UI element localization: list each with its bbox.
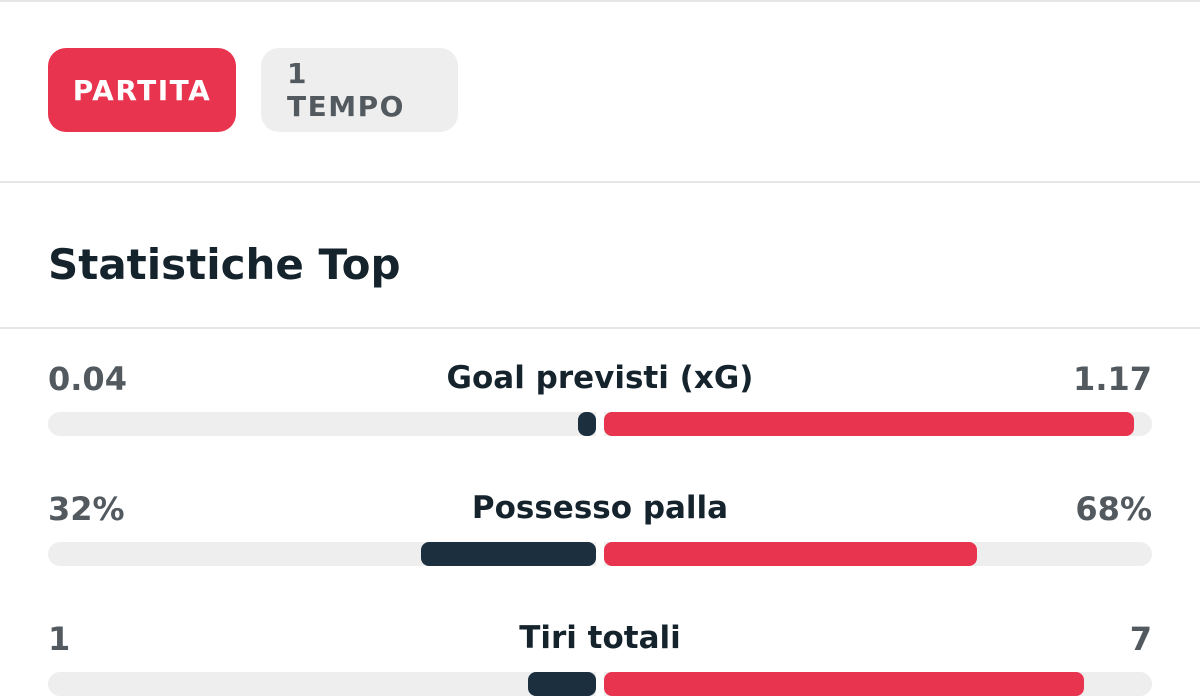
away-value: 1.17 xyxy=(1073,360,1152,398)
stat-label: Tiri totali xyxy=(519,620,681,656)
home-bar-track xyxy=(48,412,596,436)
away-bar-fill xyxy=(604,542,977,566)
home-bar-fill xyxy=(527,672,596,696)
home-bar-fill xyxy=(420,542,596,566)
away-bar-track xyxy=(604,672,1152,696)
period-tabs: PARTITA 1 TEMPO xyxy=(48,48,458,132)
home-bar-track xyxy=(48,672,596,696)
tab-partita[interactable]: PARTITA xyxy=(48,48,236,132)
divider xyxy=(0,327,1200,329)
away-value: 68% xyxy=(1075,490,1152,528)
section-title: Statistiche Top xyxy=(48,240,401,289)
home-value: 1 xyxy=(48,620,71,658)
away-bar-track xyxy=(604,412,1152,436)
home-bar-track xyxy=(48,542,596,566)
away-bar-fill xyxy=(604,672,1084,696)
away-bar-track xyxy=(604,542,1152,566)
top-divider xyxy=(0,0,1200,2)
stat-label: Possesso palla xyxy=(471,490,729,526)
tab-1-tempo[interactable]: 1 TEMPO xyxy=(261,48,458,132)
divider xyxy=(0,181,1200,183)
home-value: 32% xyxy=(48,490,125,528)
stat-label: Goal previsti (xG) xyxy=(446,360,754,396)
away-bar-fill xyxy=(604,412,1134,436)
away-value: 7 xyxy=(1129,620,1152,658)
home-bar-fill xyxy=(577,412,596,436)
home-value: 0.04 xyxy=(48,360,127,398)
